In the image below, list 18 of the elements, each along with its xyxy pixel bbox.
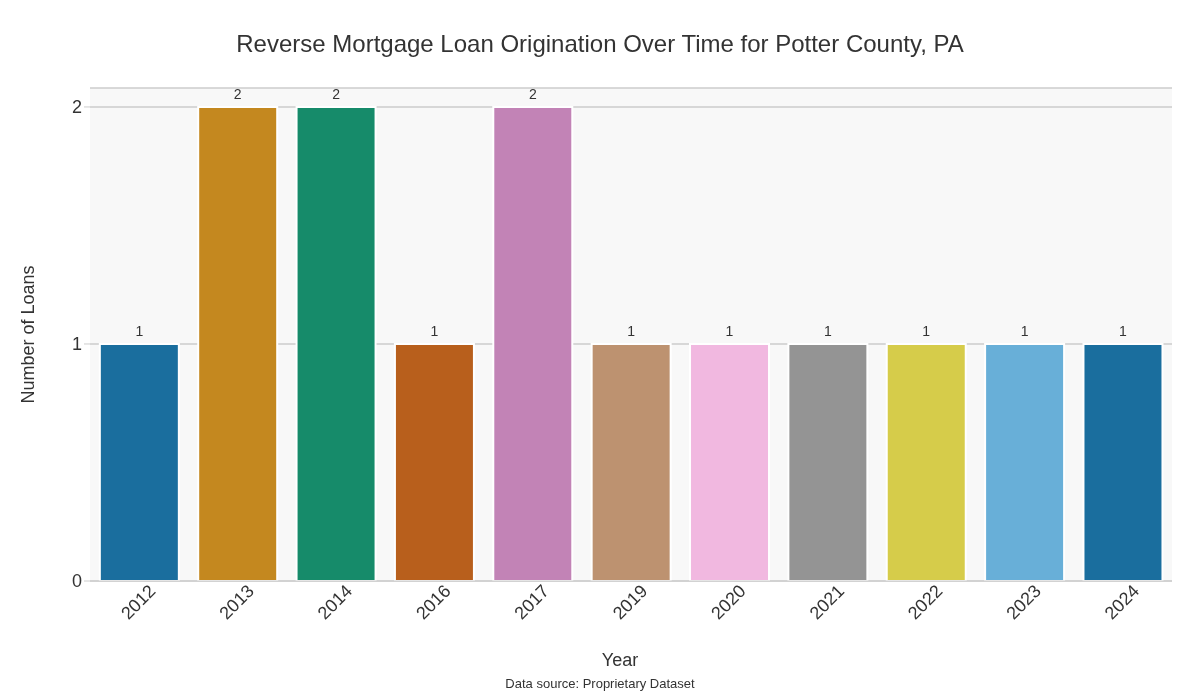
y-tick-label: 0: [71, 571, 82, 592]
data-label: 1: [627, 322, 636, 339]
data-label: 1: [823, 322, 832, 339]
data-label: 2: [233, 85, 242, 102]
source-note: Data source: Proprietary Dataset: [504, 676, 696, 691]
data-label: 2: [332, 85, 341, 102]
data-label: 1: [1020, 322, 1029, 339]
data-label: 1: [1119, 322, 1128, 339]
data-label: 1: [135, 322, 144, 339]
data-label: 1: [922, 322, 931, 339]
data-label: 2: [528, 85, 537, 102]
data-label: 1: [430, 322, 439, 339]
y-axis-title: Number of Loans: [18, 265, 39, 404]
data-label: 1: [725, 322, 734, 339]
y-tick-label: 2: [71, 97, 82, 118]
y-tick-label: 1: [71, 334, 82, 355]
chart-title: Reverse Mortgage Loan Origination Over Time for Potter County, PA: [235, 30, 965, 58]
x-axis-title: Year: [600, 650, 640, 671]
